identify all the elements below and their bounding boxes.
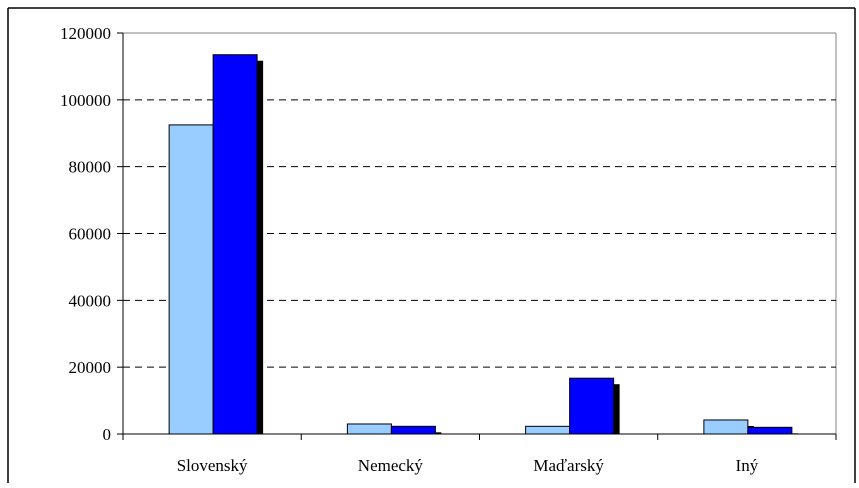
x-tick-label: Nemecký [358,456,424,475]
y-tick-label: 100000 [60,91,111,110]
y-tick-label: 60000 [69,225,112,244]
bar-1-nemecký [346,423,392,435]
grid-lines [123,99,836,368]
y-tick-label: 120000 [60,24,111,43]
bar-1-iný [703,419,749,435]
bar-1-slovenský [168,124,214,435]
bar-2-maďarský [569,377,615,435]
x-tick-label: Iný [736,456,759,475]
y-tick-label: 20000 [69,358,112,377]
y-tick-label: 40000 [69,291,112,310]
y-tick-label: 80000 [69,158,112,177]
labels: 0 20000 40000 60000 80000 100000 120000 Slovens… [60,24,759,475]
bar-2-iný [747,426,793,435]
x-tick-label: Slovenský [177,456,248,475]
chart-frame [7,7,856,483]
bars [168,54,798,435]
bar-2-nemecký [390,425,436,435]
y-tick-label: 0 [103,425,112,444]
x-tick-label: Maďarský [533,456,604,475]
bar-2-slovenský [212,54,258,435]
bar-1-maďarský [525,425,571,435]
